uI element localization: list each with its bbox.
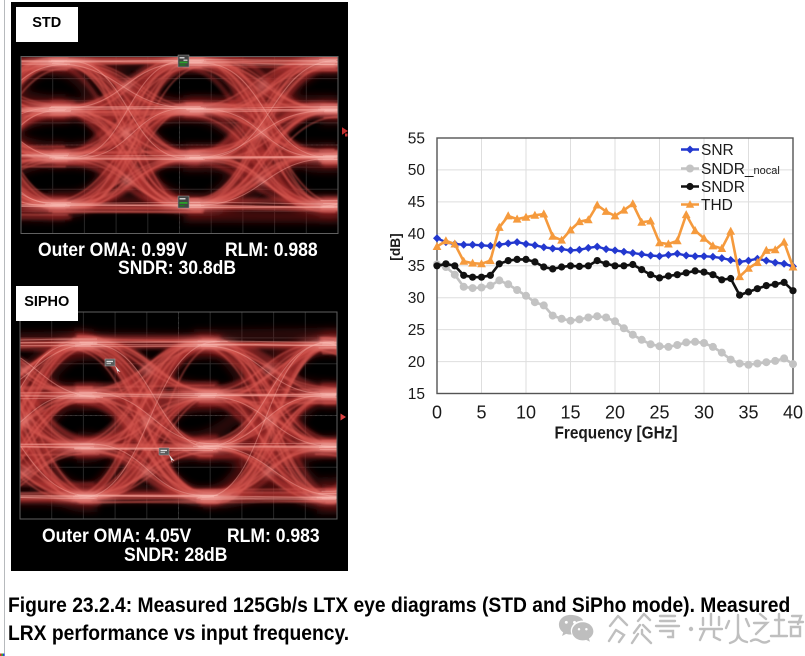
svg-text:SNDR: SNDR: [701, 179, 745, 196]
svg-text:15: 15: [408, 386, 425, 403]
svg-text:25: 25: [649, 403, 669, 423]
svg-text:25: 25: [408, 322, 425, 339]
svg-text:5: 5: [476, 403, 486, 423]
svg-text:40: 40: [408, 226, 426, 243]
svg-text:Frequency [GHz]: Frequency [GHz]: [555, 423, 678, 443]
svg-text:[dB]: [dB]: [388, 233, 403, 261]
svg-text:45: 45: [408, 194, 425, 211]
svg-text:10: 10: [516, 403, 536, 423]
svg-text:30: 30: [694, 403, 714, 423]
svg-text:30: 30: [408, 290, 426, 307]
svg-text:40: 40: [783, 403, 803, 423]
svg-text:15: 15: [560, 403, 580, 423]
svg-text:SNR: SNR: [701, 142, 734, 159]
svg-text:35: 35: [408, 258, 425, 275]
svg-text:SNDR_nocal: SNDR_nocal: [701, 161, 780, 178]
svg-text:0: 0: [432, 403, 442, 423]
svg-text:55: 55: [408, 130, 425, 147]
svg-text:20: 20: [408, 354, 426, 371]
svg-text:20: 20: [605, 403, 625, 423]
svg-text:THD: THD: [701, 197, 733, 214]
svg-text:35: 35: [738, 403, 758, 423]
svg-text:50: 50: [408, 162, 426, 179]
